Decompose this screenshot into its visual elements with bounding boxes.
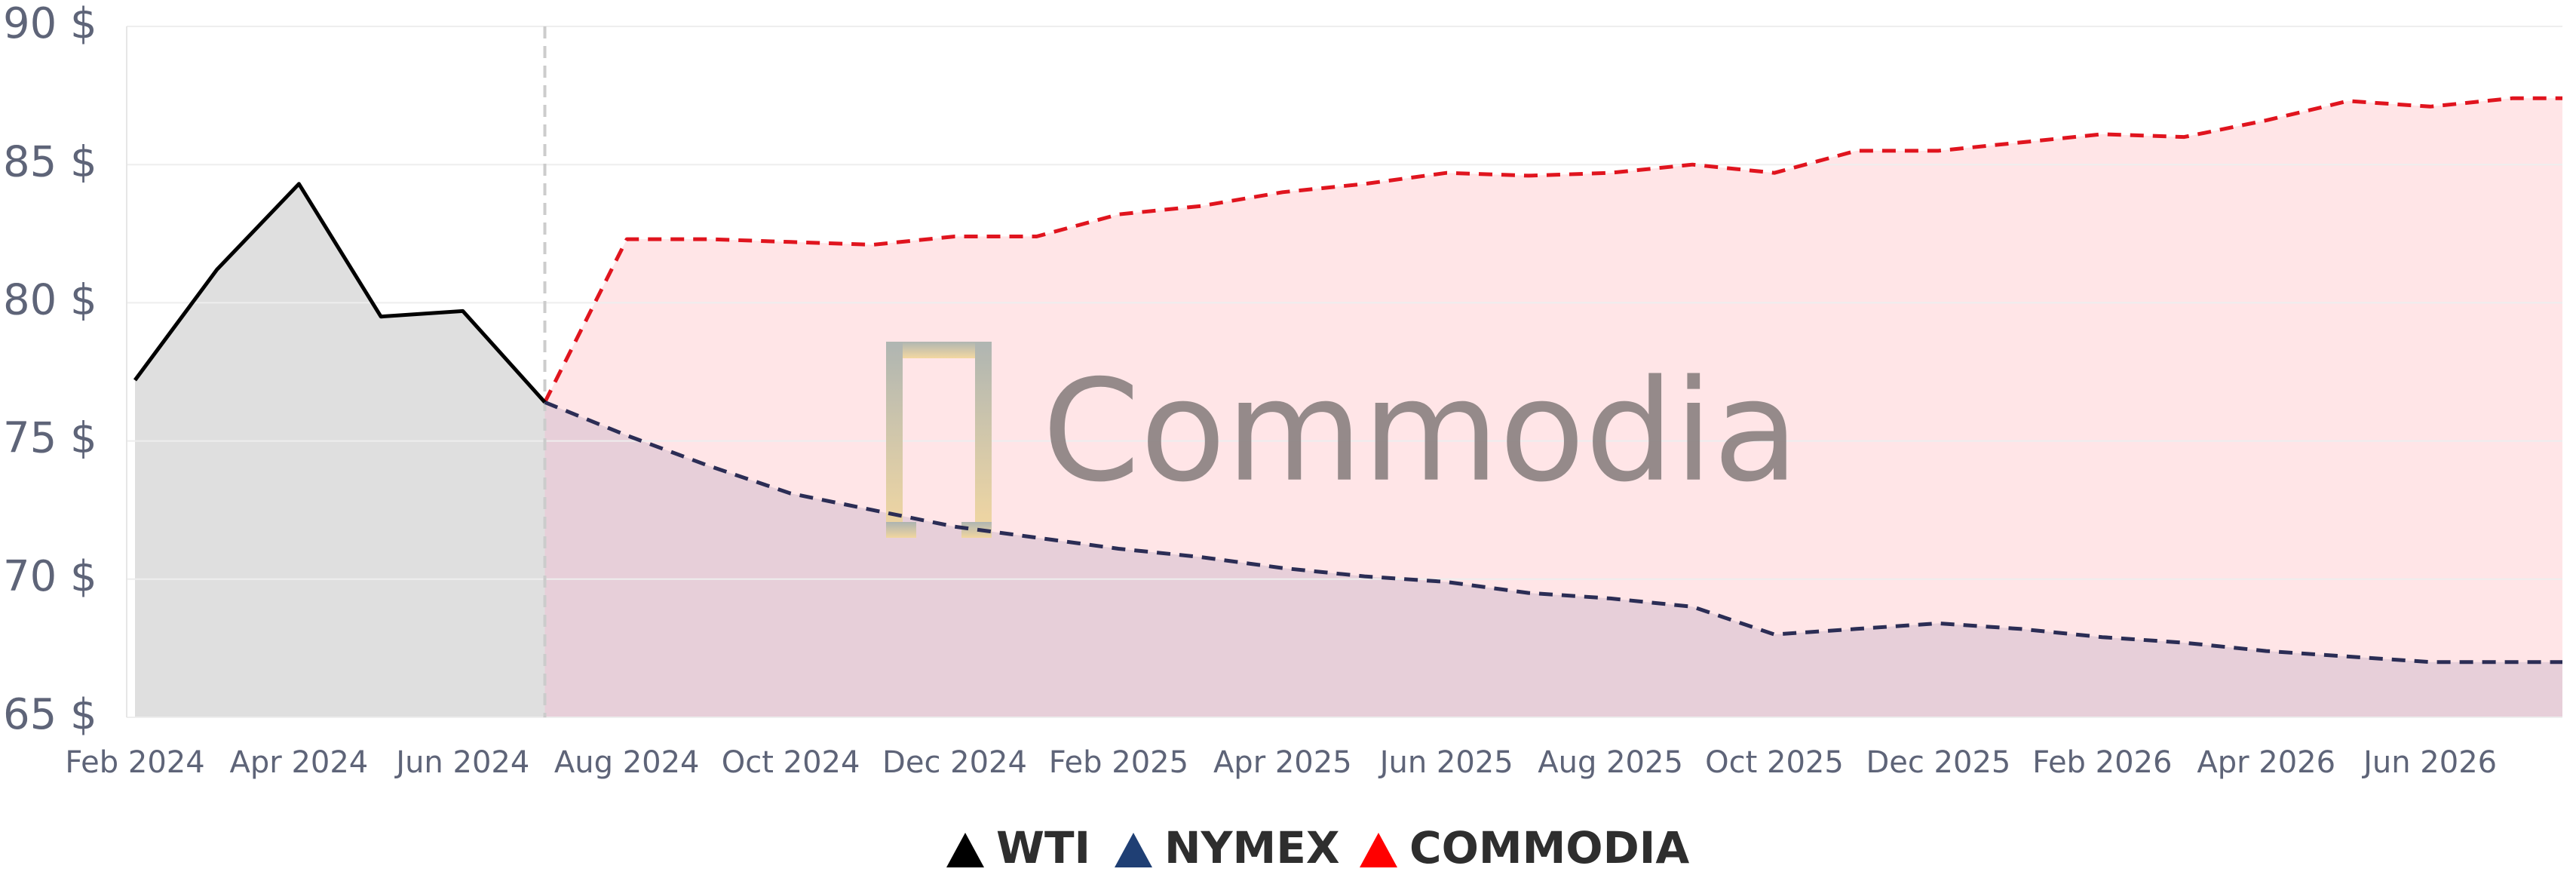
y-tick-label: 65 $: [3, 690, 97, 739]
lines: [133, 96, 2562, 665]
y-tick-label: 90 $: [3, 0, 97, 48]
y-tick-label: 75 $: [3, 414, 97, 463]
legend-label: WTI: [996, 822, 1090, 873]
x-tick-label: Feb 2026: [2032, 745, 2172, 780]
x-tick-label: Apr 2024: [230, 745, 369, 780]
x-tick-label: Apr 2025: [1213, 745, 1352, 780]
grid: [126, 26, 2562, 718]
x-tick-label: Feb 2024: [65, 745, 204, 780]
y-tick-label: 70 $: [3, 552, 97, 601]
areas: [135, 98, 2562, 718]
x-tick-label: Aug 2024: [554, 745, 700, 780]
area: [135, 183, 545, 718]
x-tick-label: Feb 2025: [1049, 745, 1188, 780]
area: [544, 98, 2562, 718]
watermark-icon: [886, 342, 992, 538]
legend-marker: [1115, 833, 1152, 867]
x-tick-label: Dec 2024: [882, 745, 1027, 780]
x-tick-label: Jun 2026: [2361, 745, 2497, 780]
x-tick-label: Aug 2025: [1538, 745, 1683, 780]
line: [544, 400, 2562, 665]
line: [543, 96, 2562, 404]
line: [133, 182, 547, 404]
y-tick-label: 85 $: [3, 137, 97, 186]
x-tick-label: Oct 2024: [722, 745, 860, 780]
x-tick-label: Oct 2025: [1705, 745, 1844, 780]
legend-marker: [946, 833, 984, 867]
legend-marker: [1360, 833, 1397, 867]
x-tick-label: Apr 2026: [2197, 745, 2335, 780]
area: [544, 402, 2562, 717]
legend-label: NYMEX: [1164, 822, 1340, 873]
y-tick-label: 80 $: [3, 276, 97, 325]
legend-label: COMMODIA: [1409, 822, 1689, 873]
x-tick-label: Jun 2024: [394, 745, 529, 780]
x-tick-label: Dec 2025: [1866, 745, 2010, 780]
watermark: Commodia: [1042, 349, 1799, 513]
x-tick-label: Jun 2025: [1378, 745, 1513, 780]
